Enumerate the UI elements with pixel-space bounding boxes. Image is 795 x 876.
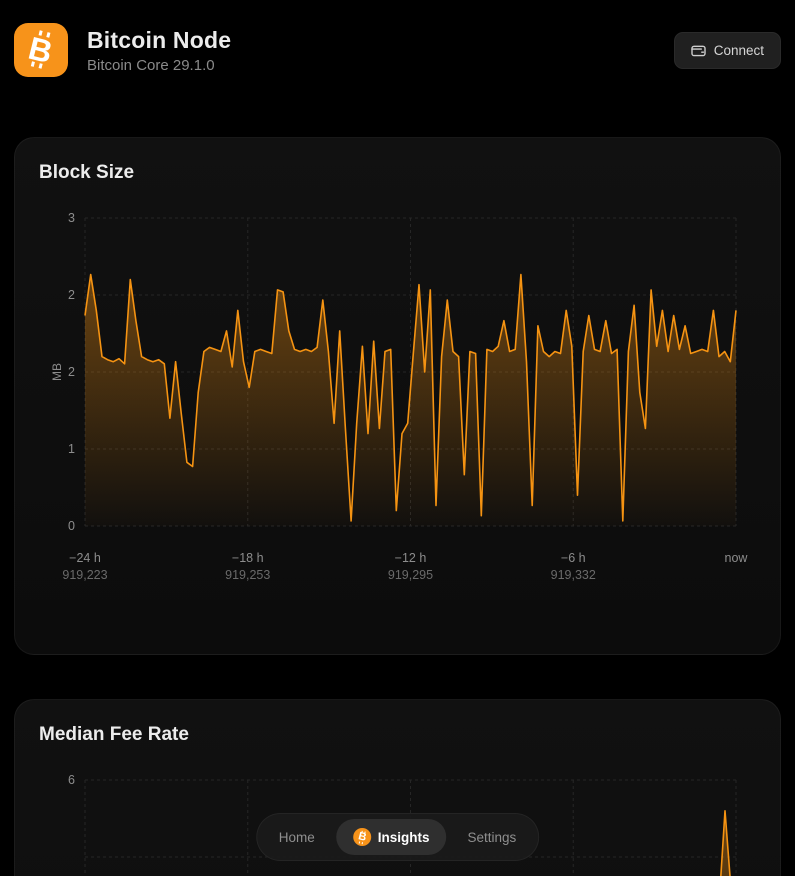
nav-home[interactable]: Home — [262, 821, 332, 854]
y-tick-label: 6 — [68, 773, 75, 787]
y-tick-label: 2 — [68, 288, 75, 302]
bitcoin-icon: B — [352, 828, 371, 846]
y-tick-label: 0 — [68, 519, 75, 533]
bottom-nav: Home B Insights Settings — [255, 813, 540, 861]
wallet-icon — [691, 45, 706, 56]
x-tick-label: −12 h — [395, 551, 427, 565]
header-titles: Bitcoin Node Bitcoin Core 29.1.0 — [87, 27, 231, 74]
x-tick-label: now — [725, 551, 749, 565]
nav-settings-label: Settings — [467, 829, 517, 845]
nav-insights-label: Insights — [377, 829, 430, 845]
y-tick-label: 1 — [68, 442, 75, 456]
x-tick-label: −6 h — [561, 551, 586, 565]
nav-insights[interactable]: B Insights — [335, 819, 447, 855]
app-header: B Bitcoin Node Bitcoin Core 29.1.0 Conne… — [0, 0, 795, 77]
connect-button[interactable]: Connect — [673, 31, 781, 69]
x-tick-sublabel: 919,223 — [62, 568, 107, 582]
block-size-chart: 0 1 2 2 3 −24 h 919,223 −18 h 919,253 −12 h 919,29… — [50, 211, 749, 582]
x-tick-label: −24 h — [69, 551, 101, 565]
app-subtitle: Bitcoin Core 29.1.0 — [87, 56, 215, 74]
app-title: Bitcoin Node — [87, 26, 232, 53]
main-content: Block Size 0 1 2 2 3 −24 h 919,223 −18 h 919,253… — [0, 77, 795, 876]
y-axis-label: MB — [50, 363, 64, 381]
x-tick-sublabel: 919,332 — [551, 568, 596, 582]
area-fill — [85, 274, 736, 526]
nav-settings[interactable]: Settings — [451, 821, 534, 854]
x-tick-label: −18 h — [232, 551, 264, 565]
block-size-card: Block Size 0 1 2 2 3 −24 h 919,223 −18 h 919,253… — [14, 137, 781, 655]
nav-home-label: Home — [278, 829, 315, 845]
connect-label: Connect — [713, 42, 764, 58]
x-tick-sublabel: 919,253 — [225, 568, 270, 582]
block-size-title: Block Size — [39, 162, 135, 183]
bitcoin-icon: B — [25, 29, 57, 71]
y-tick-label: 2 — [68, 365, 75, 379]
y-tick-label: 3 — [68, 211, 75, 225]
x-tick-sublabel: 919,295 — [388, 568, 433, 582]
area-fill — [720, 810, 730, 876]
series-line — [84, 273, 737, 522]
block-size-chart-wrap: 0 1 2 2 3 −24 h 919,223 −18 h 919,253 −12 h 919,29… — [39, 204, 756, 594]
median-fee-rate-title: Median Fee Rate — [39, 724, 189, 745]
bitcoin-logo: B — [14, 23, 68, 77]
